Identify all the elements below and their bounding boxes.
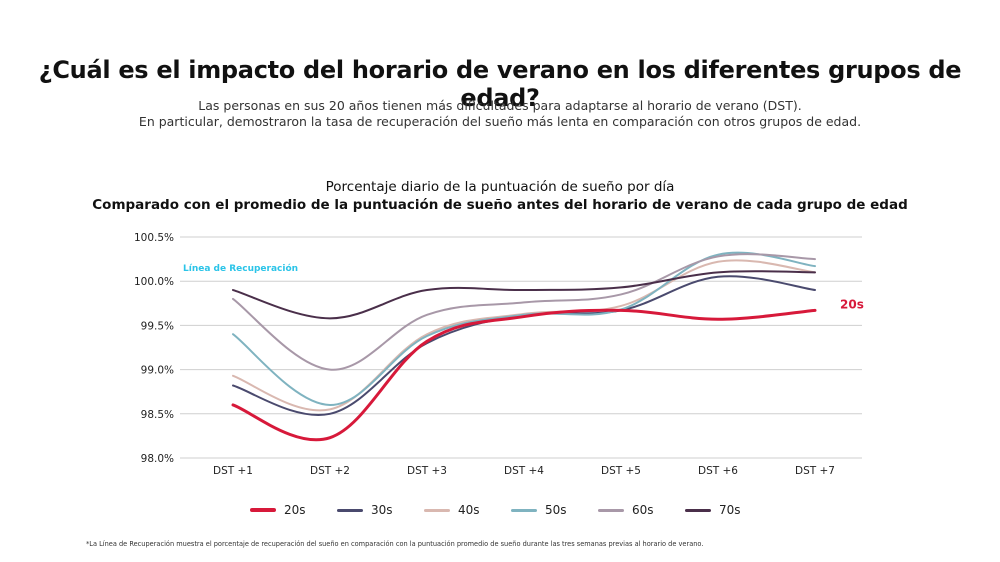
y-tick-label: 100.0% [134, 276, 174, 288]
legend-label: 70s [719, 503, 741, 517]
legend-item-70s: 70s [685, 501, 741, 519]
legend-item-30s: 30s [337, 501, 393, 519]
chart-title-line-1: Porcentaje diario de la puntuación de su… [325, 179, 675, 195]
legend-item-60s: 60s [598, 501, 654, 519]
legend-item-40s: 40s [424, 501, 480, 519]
x-tick-label: DST +5 [601, 465, 641, 477]
series-line-60s [232, 253, 816, 371]
y-tick-label: 98.5% [141, 409, 174, 421]
legend-item-20s: 20s [250, 501, 306, 519]
series-line-70s [232, 270, 816, 320]
chart-title-line-2: Comparado con el promedio de la puntuaci… [92, 197, 908, 213]
line-chart: 98.0% 98.5% 99.0% 99.5% 100.0% 100.5% DST +1 DS… [134, 232, 864, 477]
page-title: ¿Cuál es el impacto del horario de veran… [38, 56, 962, 112]
recovery-line-label: Línea de Recuperación [183, 263, 298, 274]
legend-label: 40s [458, 503, 480, 517]
legend-label: 60s [632, 503, 654, 517]
subtitle-line-2: En particular, demostraron la tasa de re… [138, 114, 862, 129]
legend-swatch [598, 508, 624, 512]
legend-swatch [250, 508, 276, 512]
x-tick-label: DST +3 [407, 465, 447, 477]
series-end-label-20s: 20s [840, 297, 864, 311]
series-line-20s [231, 308, 817, 442]
y-tick-label: 99.0% [141, 365, 174, 377]
x-tick-label: DST +1 [213, 465, 253, 477]
y-tick-label: 98.0% [141, 453, 174, 465]
series-line-30s [232, 275, 816, 416]
legend-swatch [424, 508, 450, 512]
x-tick-label: DST +7 [795, 465, 835, 477]
y-tick-label: 100.5% [134, 232, 174, 244]
y-tick-label: 99.5% [141, 320, 174, 332]
legend-swatch [685, 508, 711, 512]
x-tick-label: DST +6 [698, 465, 738, 477]
page-subtitle: Las personas en sus 20 años tienen más d… [0, 98, 1000, 130]
chart-legend: 20s 30s 40s 50s 60s 70s [250, 501, 770, 519]
footnote: *La Línea de Recuperación muestra el por… [86, 540, 704, 548]
legend-swatch [511, 508, 537, 512]
legend-swatch [337, 508, 363, 512]
legend-item-50s: 50s [511, 501, 567, 519]
series-line-50s [232, 251, 816, 406]
x-tick-label: DST +2 [310, 465, 350, 477]
x-tick-label: DST +4 [504, 465, 544, 477]
legend-label: 20s [284, 503, 306, 517]
legend-label: 50s [545, 503, 567, 517]
legend-label: 30s [371, 503, 393, 517]
subtitle-line-1: Las personas en sus 20 años tienen más d… [198, 98, 802, 113]
chart-title: Porcentaje diario de la puntuación de su… [0, 178, 1000, 214]
